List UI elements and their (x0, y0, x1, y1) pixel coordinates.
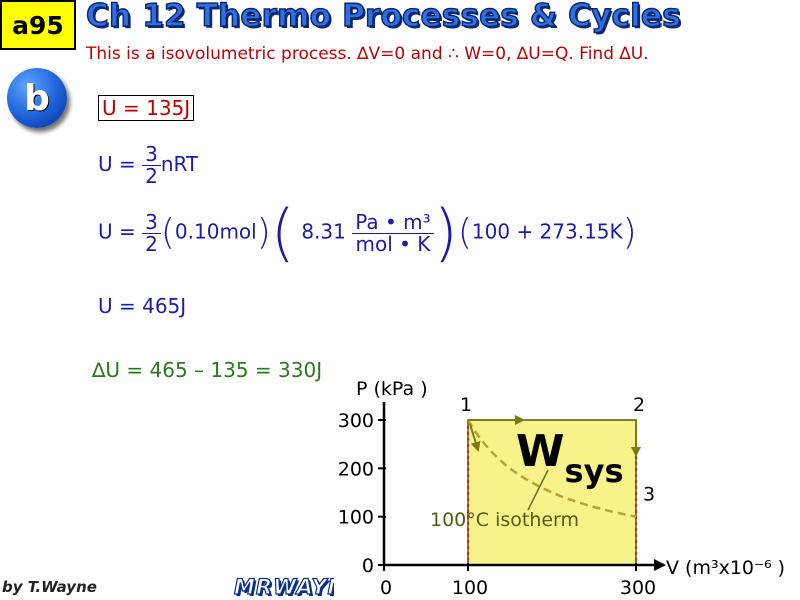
internal-energy-result: U = 465J (98, 294, 187, 318)
isotherm-leader-line (527, 469, 549, 511)
isotherm-arrow (469, 423, 481, 452)
x-axis-label: V (m³x10⁻⁶ ) (666, 557, 785, 579)
paren-close: ) (256, 212, 271, 253)
paren-open-temp: ( (457, 212, 472, 253)
x-tick-label: 300 (620, 577, 656, 599)
eq3-unit-fraction: Pa • m³ mol • K (352, 211, 434, 256)
boxed-equation: U = 135J (98, 95, 195, 121)
big-paren-close: ) (433, 196, 458, 269)
slide-title: Ch 12 Thermo Processes & Cycles (85, 0, 681, 35)
problem-statement: This is a isovolumetric process. ∆V=0 an… (86, 44, 649, 64)
y-tick-label: 200 (338, 458, 374, 480)
paren-close-temp: ) (622, 212, 637, 253)
work-label: Wsys (516, 426, 624, 490)
work-label-w: W (516, 426, 565, 477)
mrwayne-logo: MRWAYNE (234, 575, 334, 600)
work-region (467, 419, 637, 566)
x-tick-label: 0 (380, 577, 392, 599)
x-tick-label: 100 (452, 577, 488, 599)
work-label-sys: sys (565, 452, 624, 490)
eq3-denominator: 2 (145, 231, 158, 256)
point-3-label: 3 (643, 484, 655, 506)
given-internal-energy: U = 135J (98, 95, 195, 121)
eq3-unit-numerator: Pa • m³ (352, 211, 434, 234)
eq2-rest: nRT (160, 152, 199, 176)
eq3-lhs: U = (98, 219, 136, 244)
y-tick-label: 300 (338, 410, 374, 432)
slide-tag: a95 (0, 0, 76, 50)
isotherm-label: 100°C isotherm (430, 509, 579, 531)
eq3-fraction: 3 2 (142, 211, 161, 256)
eq2-numerator: 3 (142, 144, 161, 166)
paren-open: ( (160, 212, 175, 253)
internal-energy-substitution: U = 3 2 (0.10mol)( 8.31 Pa • m³ mol • K … (98, 202, 637, 264)
eq2-denominator: 2 (145, 164, 158, 188)
isotherm-curve (466, 419, 637, 518)
part-badge: b (7, 68, 67, 128)
point-2-label: 2 (633, 394, 645, 416)
eq3-numerator: 3 (142, 211, 161, 234)
y-tick-label: 0 (362, 555, 374, 577)
delta-u-result: ∆U = 465 – 135 = 330J (92, 358, 323, 382)
big-paren-open: ( (270, 196, 295, 269)
y-tick-label: 100 (338, 507, 374, 529)
eq3-gas-constant: 8.31 (301, 219, 346, 244)
eq2-lhs: U = (98, 152, 136, 176)
y-axis-label: P (kPa ) (356, 378, 428, 400)
point-1-label: 1 (460, 394, 472, 416)
eq3-temperature: 100 + 273.15K (471, 219, 623, 244)
author-credit: by T.Wayne (2, 578, 97, 596)
eq3-moles: 0.10mol (174, 219, 257, 244)
internal-energy-formula: U = 3 2 nRT (98, 144, 198, 187)
eq2-fraction: 3 2 (142, 144, 161, 187)
eq3-unit-denominator: mol • K (355, 231, 431, 256)
